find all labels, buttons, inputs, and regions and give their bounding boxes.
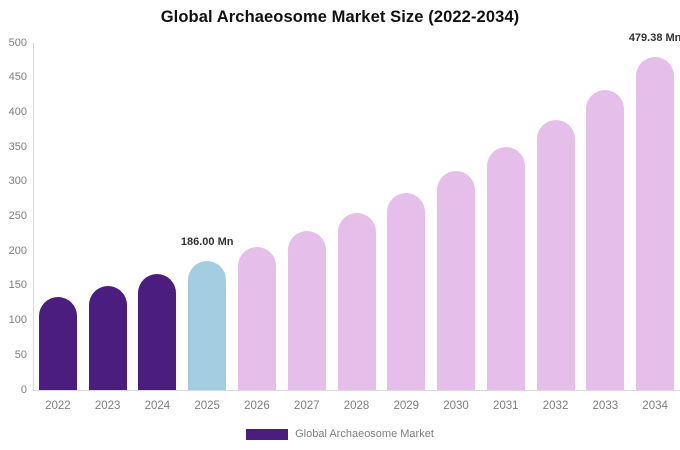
bar-2030 <box>437 171 476 390</box>
bar-2023 <box>88 285 127 390</box>
x-tick-label: 2034 <box>642 400 668 412</box>
bar-2029 <box>387 193 426 390</box>
bar-2024 <box>138 274 177 390</box>
x-tick-label: 2030 <box>443 400 469 412</box>
x-axis-line <box>33 390 680 391</box>
x-tick-label: 2028 <box>343 400 370 412</box>
chart-title: Global Archaeosome Market Size (2022-203… <box>160 8 520 26</box>
x-tick-label: 2033 <box>592 400 619 412</box>
y-tick-label: 150 <box>8 279 27 292</box>
x-tick-label: 2022 <box>45 400 71 412</box>
y-tick-label: 350 <box>8 140 27 153</box>
x-tick-label: 2027 <box>293 400 320 412</box>
bar-2032 <box>536 120 575 390</box>
y-axis-line <box>33 43 34 390</box>
y-tick-label: 450 <box>8 71 27 84</box>
y-tick-label: 200 <box>8 244 27 257</box>
y-tick-label: 0 <box>20 383 27 396</box>
y-tick-label: 400 <box>8 105 27 118</box>
bar-2027 <box>287 230 326 390</box>
bar-2026 <box>237 246 276 390</box>
x-tick-label: 2025 <box>194 400 220 412</box>
x-tick-label: 2031 <box>493 400 519 412</box>
x-tick-label: 2023 <box>94 400 121 412</box>
y-tick-label: 100 <box>8 314 27 327</box>
bar-annotation: 479.38 Mn <box>628 32 680 45</box>
bar-2028 <box>337 212 376 390</box>
x-tick-label: 2024 <box>144 400 171 412</box>
bar-2022 <box>38 296 77 390</box>
y-tick-label: 500 <box>8 36 27 49</box>
x-tick-label: 2032 <box>542 400 569 412</box>
x-tick-label: 2029 <box>393 400 420 412</box>
bar-2033 <box>586 90 625 390</box>
bar-2025 <box>188 260 227 390</box>
legend-label: Global Archaeosome Market <box>295 428 434 440</box>
x-tick-label: 2026 <box>244 400 270 412</box>
bar-annotation: 186.00 Mn <box>180 235 234 248</box>
y-tick-label: 50 <box>14 348 27 361</box>
bar-2031 <box>486 147 525 390</box>
y-tick-label: 250 <box>8 210 27 222</box>
legend: Global Archaeosome Market <box>0 426 680 442</box>
legend-swatch <box>246 428 289 440</box>
y-tick-label: 300 <box>8 175 27 188</box>
bar-2034 <box>636 57 675 390</box>
